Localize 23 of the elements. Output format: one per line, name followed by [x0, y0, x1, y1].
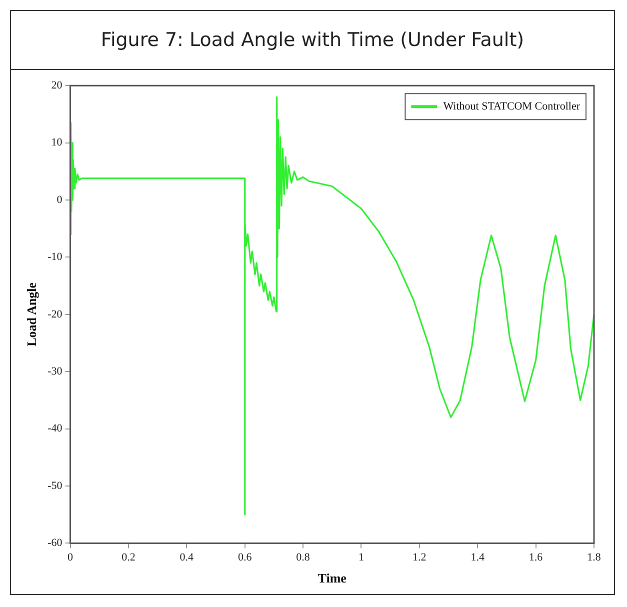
x-tick-label: 1.4 — [470, 552, 485, 564]
y-axis-title: Load Angle — [24, 282, 40, 346]
y-tick-label: -20 — [48, 308, 63, 320]
x-tick-label: 1.2 — [412, 552, 426, 564]
y-tick-label: 10 — [51, 136, 63, 149]
y-tick-label: -50 — [48, 480, 63, 492]
legend-label: Without STATCOM Controller — [443, 100, 580, 112]
chart-title: Figure 7: Load Angle with Time (Under Fault) — [11, 11, 614, 70]
x-tick-label: 0 — [68, 552, 74, 564]
x-axis-title: Time — [318, 570, 347, 586]
x-tick-label: 1.8 — [587, 552, 602, 564]
x-tick-label: 0.4 — [180, 552, 194, 564]
x-tick-label: 0.8 — [296, 552, 310, 564]
y-tick-label: -10 — [48, 251, 63, 264]
y-tick-label: -30 — [48, 365, 63, 378]
x-tick-label: 1.6 — [528, 552, 544, 564]
x-tick-label: 0.2 — [122, 552, 136, 564]
x-tick-label: 0.6 — [238, 552, 252, 564]
y-tick-label: 20 — [51, 79, 63, 92]
x-tick-label: 1 — [358, 552, 364, 564]
y-tick-label: 0 — [56, 194, 63, 206]
y-tick-label: -40 — [48, 422, 63, 435]
y-tick-label: -60 — [48, 537, 63, 550]
